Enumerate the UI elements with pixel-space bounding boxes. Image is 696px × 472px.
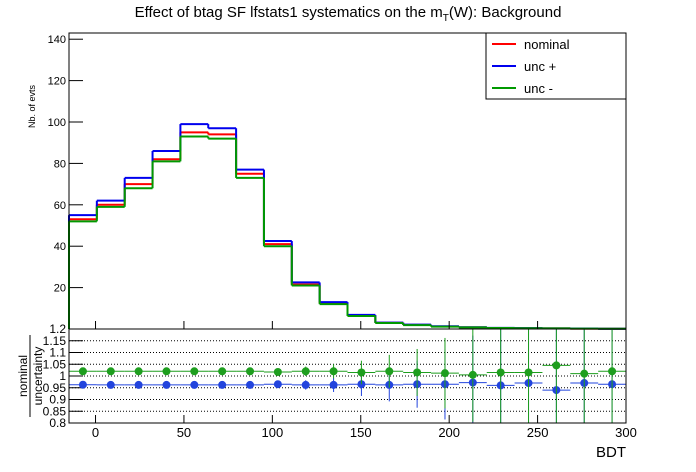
y-tick-label: 140	[48, 34, 66, 46]
ratio-point	[218, 380, 227, 389]
x-tick-label: 50	[177, 425, 191, 440]
top-panel: 20 40 60 80 100 120 140	[48, 34, 627, 330]
ratio-point	[468, 370, 477, 379]
ratio-point	[78, 380, 87, 389]
ratio-point	[246, 380, 255, 389]
y-tick-label: 0.85	[43, 404, 67, 418]
ratio-point	[218, 367, 227, 376]
ratio-point	[134, 367, 143, 376]
x-tick-label: 0	[92, 425, 99, 440]
ratio-point	[273, 380, 282, 389]
ratio-point	[385, 367, 394, 376]
ratio-point	[440, 369, 449, 378]
x-tick-label: 250	[527, 425, 549, 440]
y-tick-label: 40	[54, 241, 66, 253]
legend-box	[485, 32, 627, 100]
ratio-point	[413, 368, 422, 377]
y-tick-label: 1.05	[43, 357, 67, 371]
x-tick-label: 300	[615, 425, 637, 440]
ratio-point	[301, 380, 310, 389]
y-tick-label: 1.2	[49, 322, 66, 336]
y-tick-label: 80	[54, 158, 66, 170]
chart-title: Effect of btag SF lfstats1 systematics o…	[135, 4, 562, 24]
ratio-point	[162, 380, 171, 389]
y-tick-label: 60	[54, 200, 66, 212]
legend-label: unc +	[524, 59, 556, 74]
x-tick-label: 200	[438, 425, 460, 440]
ratio-point	[106, 367, 115, 376]
ratio-point	[78, 367, 87, 376]
x-tick-label: 150	[350, 425, 372, 440]
title-text: (W): Background	[449, 4, 562, 21]
title-subscript: T	[443, 13, 449, 24]
y-tick-label: 1.15	[43, 334, 67, 348]
y-tick-label: 120	[48, 76, 66, 88]
ratio-label-bottom: uncertainty	[31, 347, 45, 406]
ratio-point	[496, 368, 505, 377]
y-tick-label: 1	[59, 369, 66, 383]
ratio-point	[162, 367, 171, 376]
title-text: Effect of btag SF lfstats1 systematics o…	[135, 4, 443, 21]
ratio-point	[106, 380, 115, 389]
legend: nominal unc + unc -	[485, 32, 627, 100]
y-tick-label: 0.95	[43, 381, 67, 395]
ratio-point	[301, 367, 310, 376]
y-tick-label: 0.8	[49, 416, 66, 430]
ratio-point	[329, 367, 338, 376]
ratio-point	[329, 380, 338, 389]
y-tick-label: 20	[54, 283, 66, 295]
ratio-points	[69, 329, 626, 423]
ratio-point	[608, 367, 617, 376]
ratio-point	[552, 361, 561, 370]
x-tick-label: 100	[261, 425, 283, 440]
ratio-point	[246, 367, 255, 376]
x-axis-label: BDT	[596, 444, 626, 461]
ratio-point	[190, 380, 199, 389]
ratio-point	[524, 368, 533, 377]
ratio-frame	[68, 328, 627, 424]
ratio-point	[580, 369, 589, 378]
ratio-point	[357, 368, 366, 377]
ratio-point	[273, 368, 282, 377]
ratio-label-top: nominal	[16, 355, 30, 397]
legend-label: unc -	[524, 81, 553, 96]
ratio-point	[190, 367, 199, 376]
y-axis-label: Nb. of evts	[27, 85, 37, 129]
y-tick-label: 100	[48, 117, 66, 129]
legend-label: nominal	[524, 37, 570, 52]
ratio-point	[134, 380, 143, 389]
y-tick-label: 0.9	[49, 393, 66, 407]
y-tick-label: 1.1	[49, 346, 66, 360]
